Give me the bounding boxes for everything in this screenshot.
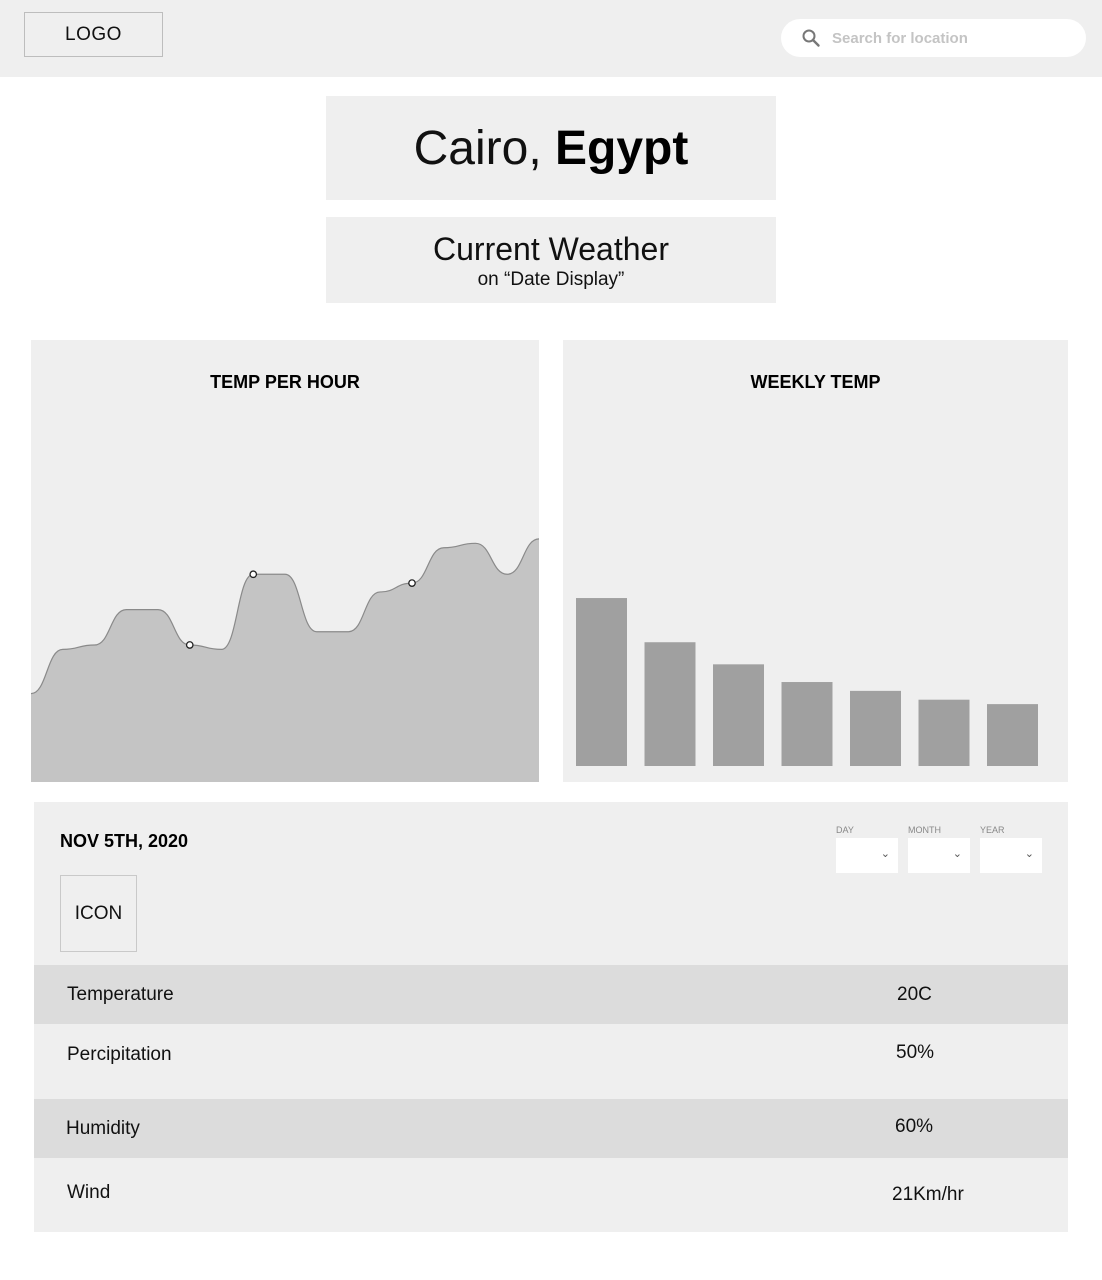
temp-area-fill — [31, 538, 539, 782]
day-select[interactable]: ⌄ — [836, 838, 898, 873]
search-bar[interactable] — [781, 19, 1086, 57]
chevron-down-icon: ⌄ — [952, 848, 962, 860]
detail-label: Temperature — [67, 983, 174, 1005]
weekly-temp-bar — [850, 690, 901, 766]
year-select[interactable]: ⌄ — [980, 838, 1042, 873]
weekly-temp-chart: WEEKLY TEMP — [563, 340, 1068, 782]
detail-row-precipitation: Percipitation 50% — [34, 1024, 1068, 1099]
month-select-group: MONTH ⌄ — [908, 825, 970, 873]
month-select-label: MONTH — [908, 825, 941, 835]
day-select-label: DAY — [836, 825, 854, 835]
logo[interactable]: LOGO — [24, 12, 163, 57]
weekly-temp-plot — [576, 598, 1038, 766]
temp-per-hour-plot — [31, 538, 539, 782]
detail-row-temperature: Temperature 20C — [34, 965, 1068, 1024]
top-bar: LOGO — [0, 0, 1102, 77]
detail-row-wind: Wind 21Km/hr — [34, 1158, 1068, 1232]
temp-per-hour-chart: TEMP PER HOUR — [31, 340, 539, 782]
chevron-down-icon: ⌄ — [1024, 848, 1034, 860]
weekly-temp-bar — [576, 598, 627, 766]
city-name: Cairo, — [413, 121, 542, 175]
weather-icon-placeholder: ICON — [60, 875, 137, 952]
temp-per-hour-title: TEMP PER HOUR — [210, 372, 360, 392]
detail-label: Humidity — [66, 1118, 140, 1139]
search-icon — [802, 29, 820, 47]
country-name: Egypt — [555, 121, 689, 175]
year-select-group: YEAR ⌄ — [980, 825, 1042, 873]
weekly-temp-bar — [918, 699, 970, 766]
detail-label: Wind — [67, 1182, 111, 1203]
detail-row-humidity: Humidity 60% — [34, 1099, 1068, 1158]
current-weather-date: on “Date Display” — [477, 269, 625, 290]
weekly-temp-bar — [781, 682, 833, 766]
search-input[interactable] — [832, 29, 1072, 47]
detail-value: 21Km/hr — [892, 1184, 964, 1205]
selected-date: NOV 5TH, 2020 — [60, 831, 189, 851]
detail-value: 50% — [896, 1042, 935, 1063]
weather-details-card: NOV 5TH, 2020 ICON DAY ⌄ MONTH ⌄ YEAR ⌄ … — [34, 802, 1068, 1232]
day-select-group: DAY ⌄ — [836, 825, 898, 873]
weekly-temp-title: WEEKLY TEMP — [750, 372, 881, 392]
detail-label: Percipitation — [67, 1044, 172, 1065]
chevron-down-icon: ⌄ — [880, 848, 890, 860]
year-select-label: YEAR — [980, 825, 1005, 835]
month-select[interactable]: ⌄ — [908, 838, 970, 873]
weekly-temp-bar — [713, 664, 764, 766]
detail-value: 60% — [895, 1116, 934, 1137]
temp-data-point — [249, 570, 258, 579]
current-weather-heading: Current Weather on “Date Display” — [326, 217, 776, 303]
temp-data-point — [408, 579, 416, 587]
temp-data-point — [185, 641, 194, 649]
weekly-temp-bar — [987, 704, 1038, 766]
location-heading: Cairo, Egypt — [326, 96, 776, 200]
weekly-temp-bar — [644, 642, 696, 766]
detail-value: 20C — [897, 983, 932, 1005]
temp-area-line — [31, 538, 539, 695]
current-weather-title: Current Weather — [433, 231, 669, 267]
